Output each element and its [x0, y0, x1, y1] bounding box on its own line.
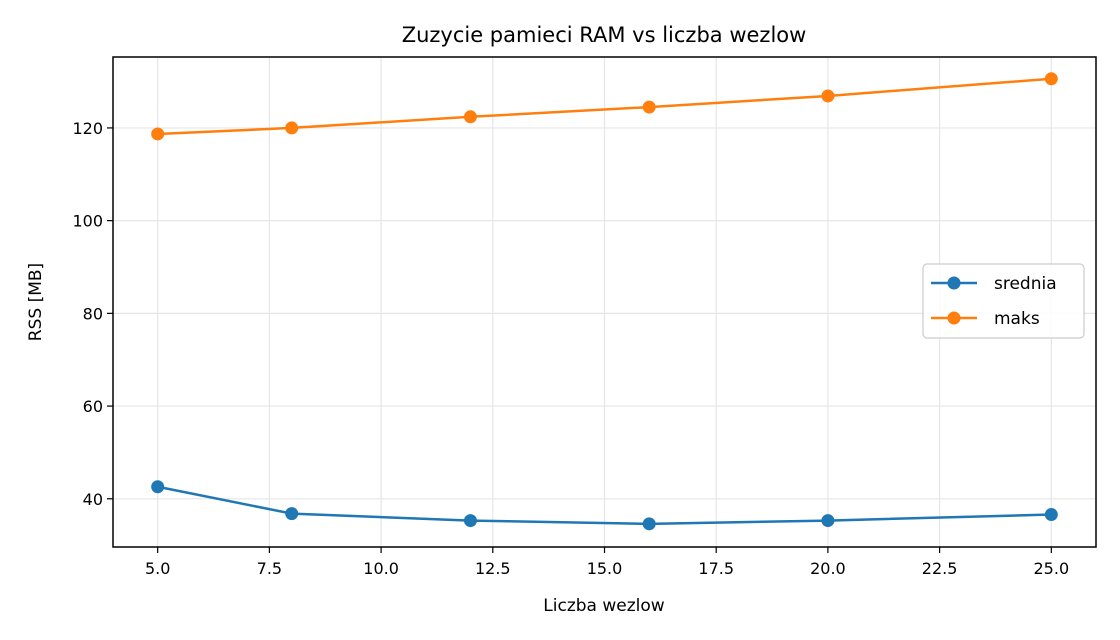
x-axis-label: Liczba wezlow [543, 596, 664, 616]
y-tick-label: 100 [72, 212, 103, 231]
x-tick-label: 12.5 [475, 559, 511, 578]
data-point [1044, 508, 1058, 522]
data-point [463, 110, 477, 124]
y-tick-label: 40 [83, 490, 103, 509]
x-tick-label: 7.5 [257, 559, 282, 578]
x-tick-label: 15.0 [587, 559, 623, 578]
legend-entry-srednia: srednia [931, 274, 1057, 294]
x-tick-label: 20.0 [810, 559, 846, 578]
x-tick-label: 17.5 [698, 559, 734, 578]
x-tick-label: 10.0 [363, 559, 399, 578]
data-point [642, 100, 656, 114]
series-line-srednia [157, 485, 1052, 526]
x-tick-label: 5.0 [145, 559, 170, 578]
series-line-maks [157, 77, 1052, 136]
circle-marker-icon [947, 276, 961, 290]
data-point [821, 514, 835, 528]
series-lines [151, 72, 1058, 531]
circle-marker-icon [947, 311, 961, 325]
x-tick-label: 22.5 [922, 559, 958, 578]
legend-label-srednia: srednia [994, 274, 1057, 294]
legend-label-maks: maks [994, 309, 1040, 329]
legend: srednia maks [922, 263, 1085, 339]
data-point [151, 127, 165, 141]
y-axis-label: RSS [MB] [26, 263, 46, 341]
data-point [285, 121, 299, 135]
chart-title: Zuzycie pamieci RAM vs liczba wezlow [402, 23, 807, 47]
y-tick-label: 60 [83, 397, 103, 416]
legend-entry-maks: maks [931, 309, 1040, 329]
data-point [151, 480, 165, 494]
data-point [1044, 72, 1058, 86]
x-tick-label: 25.0 [1034, 559, 1070, 578]
grid-lines [113, 57, 1096, 547]
y-tick-label: 80 [83, 304, 103, 323]
y-tick-label: 120 [72, 119, 103, 138]
data-point [642, 517, 656, 531]
data-point [285, 507, 299, 521]
data-point [463, 514, 477, 528]
data-point [821, 89, 835, 103]
axis-ticks: 5.0 7.5 10.0 12.5 15.0 17.5 20.0 22.5 25.0 40 60 80… [72, 119, 1069, 578]
